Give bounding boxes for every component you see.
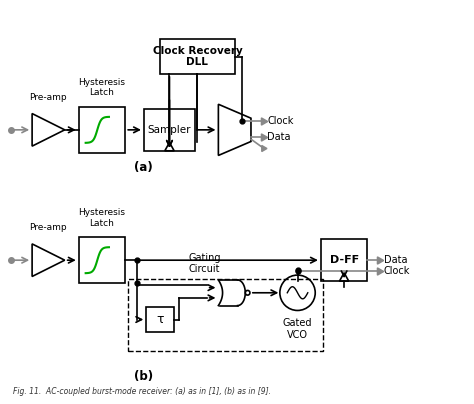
Text: Pre-amp: Pre-amp [29,223,67,232]
Text: τ: τ [156,313,164,326]
Bar [79,237,125,284]
Text: Clock Recovery
DLL: Clock Recovery DLL [153,46,242,67]
Text: Gated
VCO: Gated VCO [283,318,312,340]
Text: Pre-amp: Pre-amp [29,93,67,102]
Text: (b): (b) [134,370,154,383]
Text: Sampler: Sampler [148,125,191,135]
Text: Data: Data [383,255,407,265]
Text: Hysteresis
Latch: Hysteresis Latch [79,78,126,97]
Text: Data: Data [267,132,291,142]
Bar [128,279,323,351]
Bar [321,239,367,281]
Text: Fig. 11.  AC-coupled burst-mode receiver: (a) as in [1], (b) as in [9].: Fig. 11. AC-coupled burst-mode receiver:… [13,387,272,396]
Bar [79,107,125,153]
Bar [160,39,235,74]
Text: Gating
Circuit: Gating Circuit [188,252,221,274]
Text: Hysteresis
Latch: Hysteresis Latch [79,208,126,227]
Bar [144,109,195,151]
Bar [146,307,174,332]
Text: (a): (a) [135,160,153,174]
Text: Clock: Clock [267,116,294,126]
Text: Clock: Clock [383,266,410,276]
Text: D-FF: D-FF [329,255,359,265]
